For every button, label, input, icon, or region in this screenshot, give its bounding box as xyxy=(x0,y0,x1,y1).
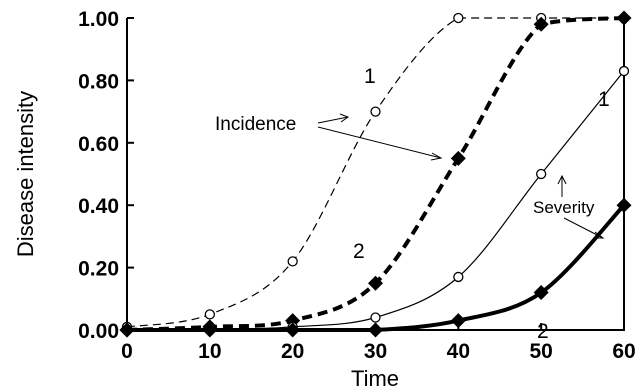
incidence-arrowhead-2 xyxy=(430,152,443,161)
marker-severity_1-3 xyxy=(370,312,381,323)
y-axis-title: Disease intensity xyxy=(13,91,38,257)
series-line-severity_2 xyxy=(127,203,626,333)
severity-arrow-2 xyxy=(563,217,604,239)
incidence-2-label: 2 xyxy=(353,240,365,263)
marker-severity_1-4 xyxy=(453,271,464,283)
marker-severity_2-5 xyxy=(533,285,549,301)
annotations: Incidence Severity 1 2 1 2 xyxy=(215,65,610,343)
y-tick-label-4: 0.80 xyxy=(78,70,119,93)
marker-incidence_2-6 xyxy=(616,10,632,26)
marker-severity_2-1 xyxy=(202,322,218,338)
marker-severity_2-6 xyxy=(616,197,632,213)
x-tick-label-6: 60 xyxy=(612,340,635,363)
marker-severity_1-5 xyxy=(536,168,547,180)
severity-label: Severity xyxy=(533,198,595,217)
tick-labels: 0 10 20 30 40 50 60 0.00 0.20 0.40 0.60 0.80 1.00 xyxy=(78,8,636,363)
incidence-label: Incidence xyxy=(215,114,296,135)
marker-severity_2-3 xyxy=(368,322,383,338)
x-axis-title: Time xyxy=(351,366,399,390)
marker-severity_2-0 xyxy=(119,322,135,338)
marker-severity_1-6 xyxy=(618,65,630,77)
y-tick-label-0: 0.00 xyxy=(78,320,119,343)
marker-incidence_1-1 xyxy=(204,309,215,320)
severity-1-label: 1 xyxy=(598,88,610,111)
incidence-arrow-2 xyxy=(317,126,442,159)
marker-incidence_2-3 xyxy=(368,275,383,291)
x-tick-label-5: 50 xyxy=(529,340,552,363)
marker-incidence_1-3 xyxy=(370,106,381,117)
marker-incidence_2-4 xyxy=(450,150,466,166)
x-tick-label-4: 40 xyxy=(447,340,470,363)
marker-incidence_1-2 xyxy=(287,256,298,267)
y-tick-label-1: 0.20 xyxy=(78,258,119,281)
x-tick-label-3: 30 xyxy=(364,340,387,363)
series-markers xyxy=(119,10,632,338)
y-tick-label-5: 1.00 xyxy=(78,8,119,31)
incidence-1-label: 1 xyxy=(364,65,376,88)
incidence-arrowhead-1 xyxy=(339,113,350,123)
marker-severity_2-2 xyxy=(285,322,301,338)
y-tick-label-3: 0.60 xyxy=(78,133,119,156)
incidence-arrow-1 xyxy=(317,116,349,124)
x-tick-label-0: 0 xyxy=(121,340,133,363)
x-tick-label-1: 10 xyxy=(198,340,221,363)
marker-incidence_1-4 xyxy=(453,12,464,24)
y-tick-label-2: 0.40 xyxy=(78,195,119,218)
x-tick-label-2: 20 xyxy=(281,340,304,363)
marker-incidence_2-5 xyxy=(533,16,549,32)
severity-arrowhead-2 xyxy=(593,231,605,239)
marker-severity_2-4 xyxy=(450,313,466,329)
severity-2-label: 2 xyxy=(537,320,549,343)
severity-arrowhead-up xyxy=(557,174,567,185)
